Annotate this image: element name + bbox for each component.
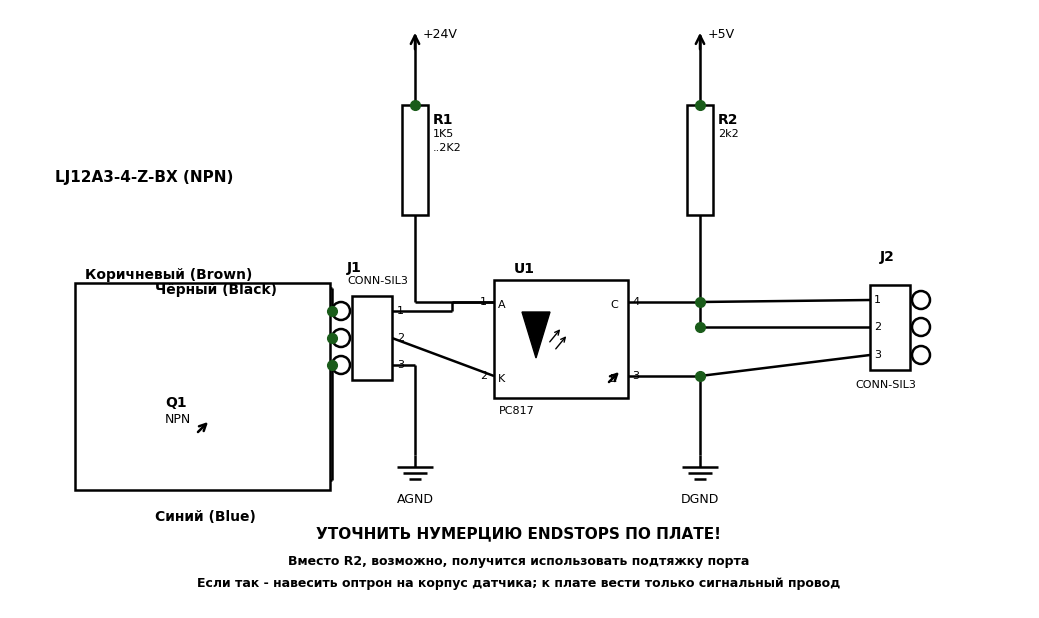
- Text: Вместо R2, возможно, получится использовать подтяжку порта: Вместо R2, возможно, получится использов…: [288, 555, 750, 568]
- Circle shape: [332, 302, 350, 320]
- Text: C: C: [610, 300, 618, 310]
- Polygon shape: [522, 312, 550, 358]
- Text: 1: 1: [480, 297, 487, 307]
- Text: AGND: AGND: [397, 493, 433, 506]
- Text: CONN-SIL3: CONN-SIL3: [855, 380, 915, 390]
- Text: A: A: [498, 300, 506, 310]
- Text: CONN-SIL3: CONN-SIL3: [347, 276, 408, 286]
- Text: J2: J2: [880, 250, 895, 264]
- Text: +5V: +5V: [708, 28, 736, 41]
- Text: E: E: [610, 374, 617, 384]
- Bar: [494, 280, 628, 398]
- Text: 3: 3: [632, 371, 639, 381]
- Text: LJ12A3-4-Z-BX (NPN): LJ12A3-4-Z-BX (NPN): [55, 170, 234, 185]
- Text: R2: R2: [718, 113, 739, 127]
- Bar: [687, 105, 713, 215]
- Text: 1K5: 1K5: [433, 129, 454, 139]
- Bar: [75, 283, 330, 490]
- Text: +24V: +24V: [423, 28, 458, 41]
- Text: J1: J1: [347, 261, 362, 275]
- Text: R1: R1: [433, 113, 453, 127]
- Text: Q1: Q1: [165, 396, 187, 410]
- Text: Коричневый (Brown): Коричневый (Brown): [85, 268, 252, 282]
- Circle shape: [332, 329, 350, 347]
- Bar: [870, 285, 910, 370]
- Circle shape: [912, 318, 930, 336]
- Text: 2: 2: [480, 371, 487, 381]
- Circle shape: [912, 291, 930, 309]
- Text: Чёрный (Black): Чёрный (Black): [155, 283, 277, 297]
- Text: Если так - навесить оптрон на корпус датчика; к плате вести только сигнальный пр: Если так - навесить оптрон на корпус дат…: [197, 577, 841, 590]
- Text: 1: 1: [874, 295, 881, 305]
- Text: 4: 4: [632, 297, 639, 307]
- Text: Синий (Blue): Синий (Blue): [155, 510, 256, 524]
- Text: 2: 2: [874, 322, 881, 332]
- Text: 1: 1: [397, 306, 404, 316]
- Text: DGND: DGND: [681, 493, 719, 506]
- Text: PC817: PC817: [499, 406, 535, 416]
- Text: K: K: [498, 374, 505, 384]
- Bar: [352, 296, 392, 380]
- Bar: [402, 105, 428, 215]
- Text: 2k2: 2k2: [718, 129, 739, 139]
- Text: 3: 3: [397, 360, 404, 370]
- Text: УТОЧНИТЬ НУМЕРЦИЮ ENDSTOPS ПО ПЛАТЕ!: УТОЧНИТЬ НУМЕРЦИЮ ENDSTOPS ПО ПЛАТЕ!: [317, 526, 721, 541]
- Text: 3: 3: [874, 350, 881, 360]
- Circle shape: [332, 356, 350, 374]
- Circle shape: [912, 346, 930, 364]
- Text: NPN: NPN: [165, 413, 191, 426]
- Text: U1: U1: [514, 262, 535, 276]
- Text: 2: 2: [397, 333, 404, 343]
- Text: ..2K2: ..2K2: [433, 143, 461, 153]
